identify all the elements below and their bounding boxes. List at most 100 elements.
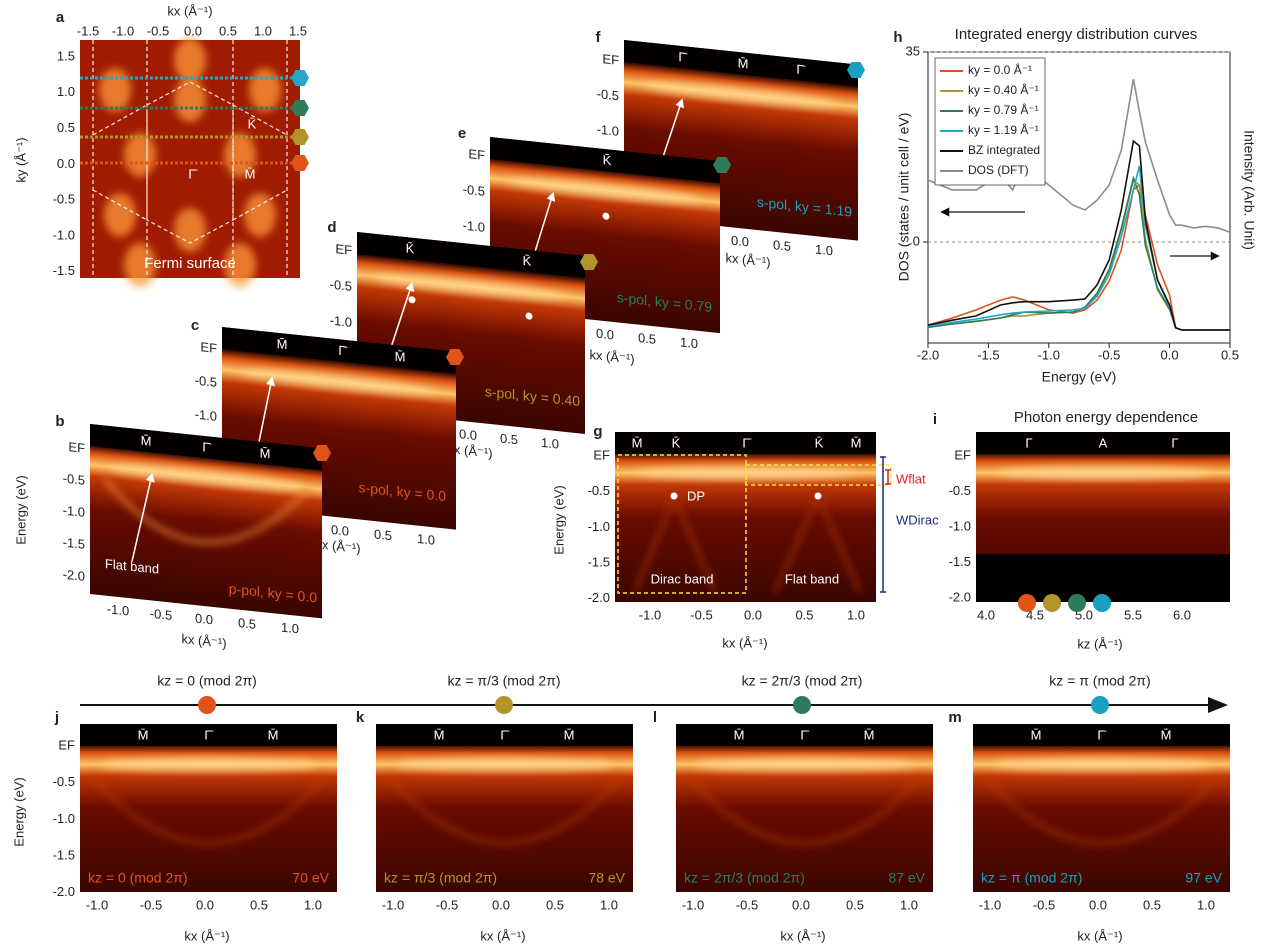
photon-energy: 78 eV [588,870,625,886]
label-bar [676,724,933,746]
y-tick-label: -0.5 [53,774,75,789]
fs-spot [224,243,256,287]
x-tick-label: 0.0 [1161,347,1179,362]
y-tick-label: -1.0 [53,227,75,242]
x-tick-label: 5.5 [1124,607,1142,622]
panel-k: -1.0 -0.5 0.0 0.5 1.0 kx (Å⁻¹) M̄ Γ̄ M̄ kz = π/3 … [376,724,633,943]
x-axis-label: kx (Å⁻¹) [480,928,525,943]
y-tick-label: EF [335,241,352,258]
panel-label: Wflat [896,471,926,486]
y-tick-label: -2.0 [949,589,971,604]
label-bar [357,232,585,278]
legend-label: ky = 0.79 Å⁻¹ [968,102,1039,117]
legend-label: ky = 1.19 Å⁻¹ [968,122,1039,137]
y-tick-label: -0.5 [53,192,75,207]
y-tick-label: -1.5 [949,554,971,569]
arpes-image [676,724,933,892]
symmetry-label: M̄ [141,433,152,449]
x-tick-label: 0.5 [374,526,392,543]
x-tick-label: 0.0 [492,897,510,912]
y-tick-label: -1.0 [330,313,352,330]
x-tick-label: 0.5 [238,615,256,632]
y-tick-label: -0.5 [195,373,217,390]
x-tick-label: -1.0 [639,607,661,622]
panel-letter: l [653,709,657,726]
fs-spot [104,193,136,237]
x-tick-label: 1.0 [815,242,833,259]
symmetry-label: M̄ [434,727,445,742]
x-tick-label: 1.0 [1197,897,1215,912]
panel-label: Γ̄ [188,166,197,181]
symmetry-label: Γ̄ [338,343,347,359]
y-tick-label: -1.0 [195,407,217,424]
y-tick-label: -1.0 [463,218,485,235]
legend-label: ky = 0.0 Å⁻¹ [968,62,1032,77]
x-tick-label: -1.0 [112,23,134,38]
band-glow [642,82,840,108]
y-tick-label: 1.5 [57,48,75,63]
panel-letter: b [55,413,64,430]
x-tick-label: -1.0 [382,897,404,912]
fs-spot [249,68,281,112]
kz-note: kz = 2π/3 (mod 2π) [684,870,805,886]
symmetry-label: Γ̄ [742,435,751,450]
x-tick-label: 0.0 [596,326,614,343]
x-tick-label: -1.0 [682,897,704,912]
kz-label: kz = π/3 (mod 2π) [447,673,560,689]
x-tick-label: 0.0 [744,607,762,622]
x-tick-label: -1.5 [77,23,99,38]
x-tick-label: 4.0 [977,607,995,622]
symmetry-label: M̄ [268,727,279,742]
symmetry-label: M̄ [632,435,643,450]
panel-j: EF -0.5 -1.0 -1.5 -2.0 -1.0 -0.5 0.0 0.5 1.0 kx (Å… [53,724,337,943]
symmetry-label: Γ [1171,435,1178,450]
symmetry-label: M̄ [851,435,862,450]
y-tick-label: -1.5 [53,263,75,278]
band [981,772,1222,845]
y-axis-label: Energy (eV) [11,777,26,846]
fs-spot [124,133,156,177]
y-axis-label: ky (Å⁻¹) [13,137,28,182]
x-axis-label: kx (Å⁻¹) [181,631,226,651]
panel-b: EF -0.5 -1.0 -1.5 -2.0 -1.0 -0.5 0.0 0.5 1.0 kx (Å… [63,424,322,651]
kz-note: kz = 0 (mod 2π) [88,870,188,886]
symmetry-label: Γ̄ [1097,727,1106,742]
panel-m: -1.0 -0.5 0.0 0.5 1.0 kx (Å⁻¹) M̄ Γ̄ M̄ kz = π (m… [973,724,1230,943]
y-tick-label: -1.0 [597,122,619,139]
y-tick-label: -1.0 [588,519,610,534]
photon-energy: 97 eV [1185,870,1222,886]
x-tick-label: 6.0 [1173,607,1191,622]
x-tick-label: 1.5 [289,23,307,38]
x-tick-label: 0.0 [195,610,213,627]
kz-label: kz = 2π/3 (mod 2π) [742,673,863,689]
panel-letter: i [933,411,937,428]
symmetry-label: Γ̄ [204,727,213,742]
label-bar [976,432,1230,454]
fs-spot [244,193,276,237]
x-tick-label: -0.5 [140,897,162,912]
panel-label: Flat band [105,556,159,577]
panel-letter: k [356,709,365,726]
y-tick-label: -2.0 [53,884,75,899]
label-bar [90,424,322,471]
x-axis-label: kx (Å⁻¹) [589,347,634,367]
x-tick-label: 0.5 [1221,347,1239,362]
band-glow [108,464,304,490]
y-tick-label: -0.5 [588,483,610,498]
symmetry-label: K̄ [603,152,612,168]
panel-label: M̄ [245,166,256,181]
x-tick-label: 0.5 [846,897,864,912]
series-line [927,178,1230,331]
band-glow [996,465,1210,480]
x-tick-label: 0.5 [638,330,656,347]
fs-spot [174,38,206,82]
band [88,772,329,845]
y-tick-label: -0.5 [63,471,85,488]
x-axis-label: Energy (eV) [1042,369,1117,385]
band-glow [993,757,1210,772]
y-tick-label: 1.0 [57,84,75,99]
x-tick-label: 1.0 [417,531,435,548]
symmetry-label: M̄ [260,445,271,461]
